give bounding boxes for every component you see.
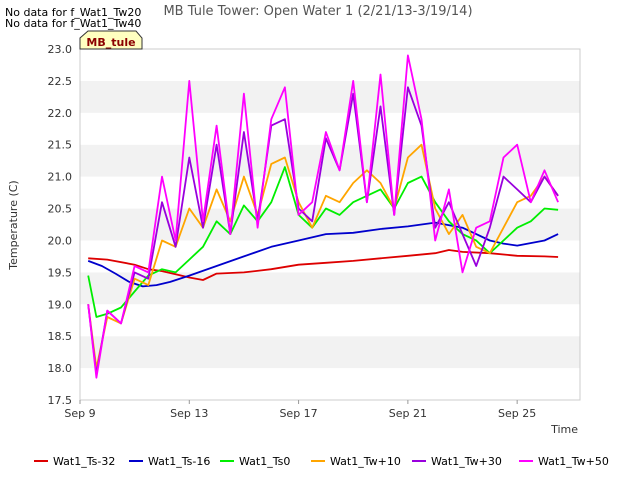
- legend-label: Wat1_Tw+30: [431, 455, 502, 468]
- grid-band: [80, 112, 580, 145]
- y-axis-label: Temperature (C): [7, 180, 20, 270]
- plot-frame: [79, 48, 581, 401]
- no-data-note-tw20: No data for f_Wat1_Tw20: [5, 6, 142, 19]
- y-tick-label: 18.0: [48, 362, 73, 375]
- y-tick-label: 19.5: [48, 266, 73, 279]
- legend-label: Wat1_Tw+50: [538, 455, 609, 468]
- x-tick-label: Sep 17: [279, 407, 317, 420]
- legend: Wat1_Ts-32 Wat1_Ts-16 Wat1_Ts0 Wat1_Tw+10 Wa…: [34, 455, 609, 468]
- series-line-wat1-tw-30: [87, 86, 559, 376]
- y-tick-label: 21.0: [48, 171, 73, 184]
- series-line-wat1-tw-50: [87, 54, 559, 379]
- no-data-note-tw40: No data for f_Wat1_Tw40: [5, 17, 142, 30]
- grid-band: [80, 176, 580, 209]
- grid-band: [80, 272, 580, 305]
- y-axis-ticks: 17.5 18.0 18.5 19.0 19.5 20.0 20.5 21.0 21.5 22.0…: [48, 43, 73, 407]
- grid-band: [80, 80, 580, 113]
- x-axis-label: Time: [550, 423, 578, 436]
- y-tick-label: 22.0: [48, 107, 73, 120]
- grid-band: [80, 336, 580, 369]
- y-tick-label: 19.0: [48, 298, 73, 311]
- y-tick-label: 17.5: [48, 394, 73, 407]
- grid-band: [80, 304, 580, 337]
- grid-band: [80, 368, 580, 400]
- x-axis-ticks: Sep 9 Sep 13 Sep 17 Sep 21 Sep 25: [64, 400, 536, 420]
- y-tick-label: 20.5: [48, 203, 73, 216]
- y-tick-label: 23.0: [48, 43, 73, 56]
- y-tick-label: 21.5: [48, 139, 73, 152]
- x-tick-label: Sep 9: [64, 407, 95, 420]
- legend-label: Wat1_Ts-16: [148, 455, 210, 468]
- legend-label: Wat1_Tw+10: [330, 455, 401, 468]
- x-tick-label: Sep 13: [170, 407, 208, 420]
- y-tick-label: 18.5: [48, 330, 73, 343]
- series-layer: [87, 54, 559, 379]
- x-tick-label: Sep 21: [389, 407, 427, 420]
- legend-label: Wat1_Ts0: [239, 455, 290, 468]
- site-badge: MB_tule: [79, 30, 143, 50]
- legend-label: Wat1_Ts-32: [53, 455, 115, 468]
- grid-band: [80, 208, 580, 241]
- series-line-wat1-ts0: [87, 166, 559, 318]
- y-tick-label: 20.0: [48, 234, 73, 247]
- series-line-wat1-tw-10: [87, 143, 559, 370]
- chart-title: MB Tule Tower: Open Water 1 (2/21/13-3/1…: [163, 4, 472, 19]
- grid-band: [80, 49, 580, 81]
- site-badge-label: MB_tule: [86, 36, 135, 49]
- x-tick-label: Sep 25: [498, 407, 536, 420]
- y-tick-label: 22.5: [48, 75, 73, 88]
- site-badge-shape: [79, 30, 143, 50]
